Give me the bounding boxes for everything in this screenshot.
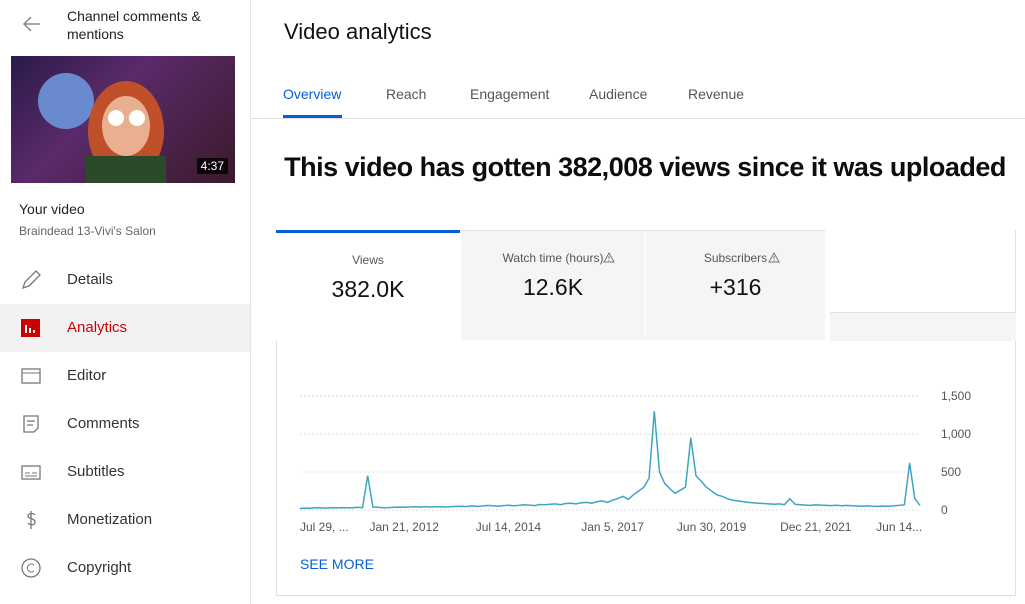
metric-card[interactable]: Views 382.0K: [276, 230, 460, 340]
x-tick-label: Jul 14, 2014: [476, 520, 542, 534]
metric-card[interactable]: Subscribers +316: [646, 230, 825, 340]
duration: 4:37: [196, 158, 228, 174]
nav-item[interactable]: Copyright: [0, 544, 250, 592]
metric-card[interactable]: Watch time (hours) 12.6K: [461, 230, 645, 340]
back-arrow[interactable]: [20, 12, 44, 36]
y-tick-label: 1,500: [941, 389, 971, 403]
icon: [21, 465, 41, 480]
sidebar-title: Channel comments & mentions: [67, 8, 201, 42]
video-title: Braindead 13-Vivi's Salon: [19, 224, 156, 238]
tab[interactable]: Audience: [589, 86, 648, 102]
headline: This video has gotten 382,008 views sinc…: [284, 152, 1006, 182]
warning-icon: [768, 252, 780, 263]
x-tick-label: Jun 30, 2019: [677, 520, 747, 534]
nav-item[interactable]: Comments: [0, 400, 250, 448]
x-tick-label: Jan 5, 2017: [581, 520, 644, 534]
nav-label: Analytics: [67, 319, 128, 336]
y-tick-label: 0: [941, 503, 948, 517]
nav-label: Comments: [67, 415, 140, 432]
line: [299, 411, 921, 510]
metric-label: Views: [352, 253, 384, 267]
nav-label: Monetization: [67, 511, 153, 528]
tab[interactable]: Overview: [283, 86, 342, 102]
warning-icon: [603, 252, 615, 263]
icon: [27, 511, 36, 529]
nav-label: Copyright: [67, 559, 132, 576]
nav-label: Editor: [67, 367, 107, 384]
chart: 0 500 1,000 1,500 Jul 29, ... Jan 21, 2012 Jul…: [299, 389, 971, 534]
nav-label: Details: [67, 271, 113, 288]
icon: [21, 270, 41, 290]
analytics-card: [276, 230, 1016, 596]
card-filler: [830, 312, 1016, 341]
nav-item[interactable]: Subtitles: [0, 448, 250, 496]
your-video: Your video: [19, 201, 85, 217]
nav-item[interactable]: Details: [0, 256, 250, 304]
x-tick-label: Jan 21, 2012: [369, 520, 439, 534]
tab[interactable]: Reach: [386, 86, 427, 102]
sidebar: Channel comments & mentions 4:37 Your vi…: [0, 0, 251, 604]
see-more[interactable]: SEE MORE: [300, 556, 374, 572]
icon: [23, 415, 39, 433]
tab[interactable]: Revenue: [688, 86, 745, 102]
x-tick-label: Jun 14...: [876, 520, 922, 534]
y-tick-label: 500: [941, 465, 961, 479]
metric-label: Subscribers: [703, 251, 768, 265]
tab-underline: [283, 115, 342, 118]
x-tick-label: Jul 29, ...: [300, 520, 349, 534]
metric-label: Watch time (hours): [502, 251, 604, 265]
metric-value: 382.0K: [331, 276, 405, 302]
nav-item[interactable]: Monetization: [0, 496, 250, 544]
x-tick-label: Dec 21, 2021: [780, 520, 852, 534]
metric-value: +316: [709, 274, 762, 300]
divider: [251, 118, 1025, 119]
y-tick-label: 1,000: [941, 427, 971, 441]
icon: [21, 558, 41, 578]
tab[interactable]: Engagement: [470, 86, 550, 102]
thumbnail-art: [38, 73, 166, 183]
thumbnail[interactable]: 4:37: [11, 56, 235, 183]
icon: [21, 368, 41, 384]
icon: [21, 319, 40, 337]
nav-label: Subtitles: [67, 463, 125, 480]
page-title: Video analytics: [284, 19, 432, 44]
metric-value: 12.6K: [522, 274, 584, 300]
nav-item[interactable]: Editor: [0, 352, 250, 400]
nav-item[interactable]: Analytics: [0, 304, 250, 352]
